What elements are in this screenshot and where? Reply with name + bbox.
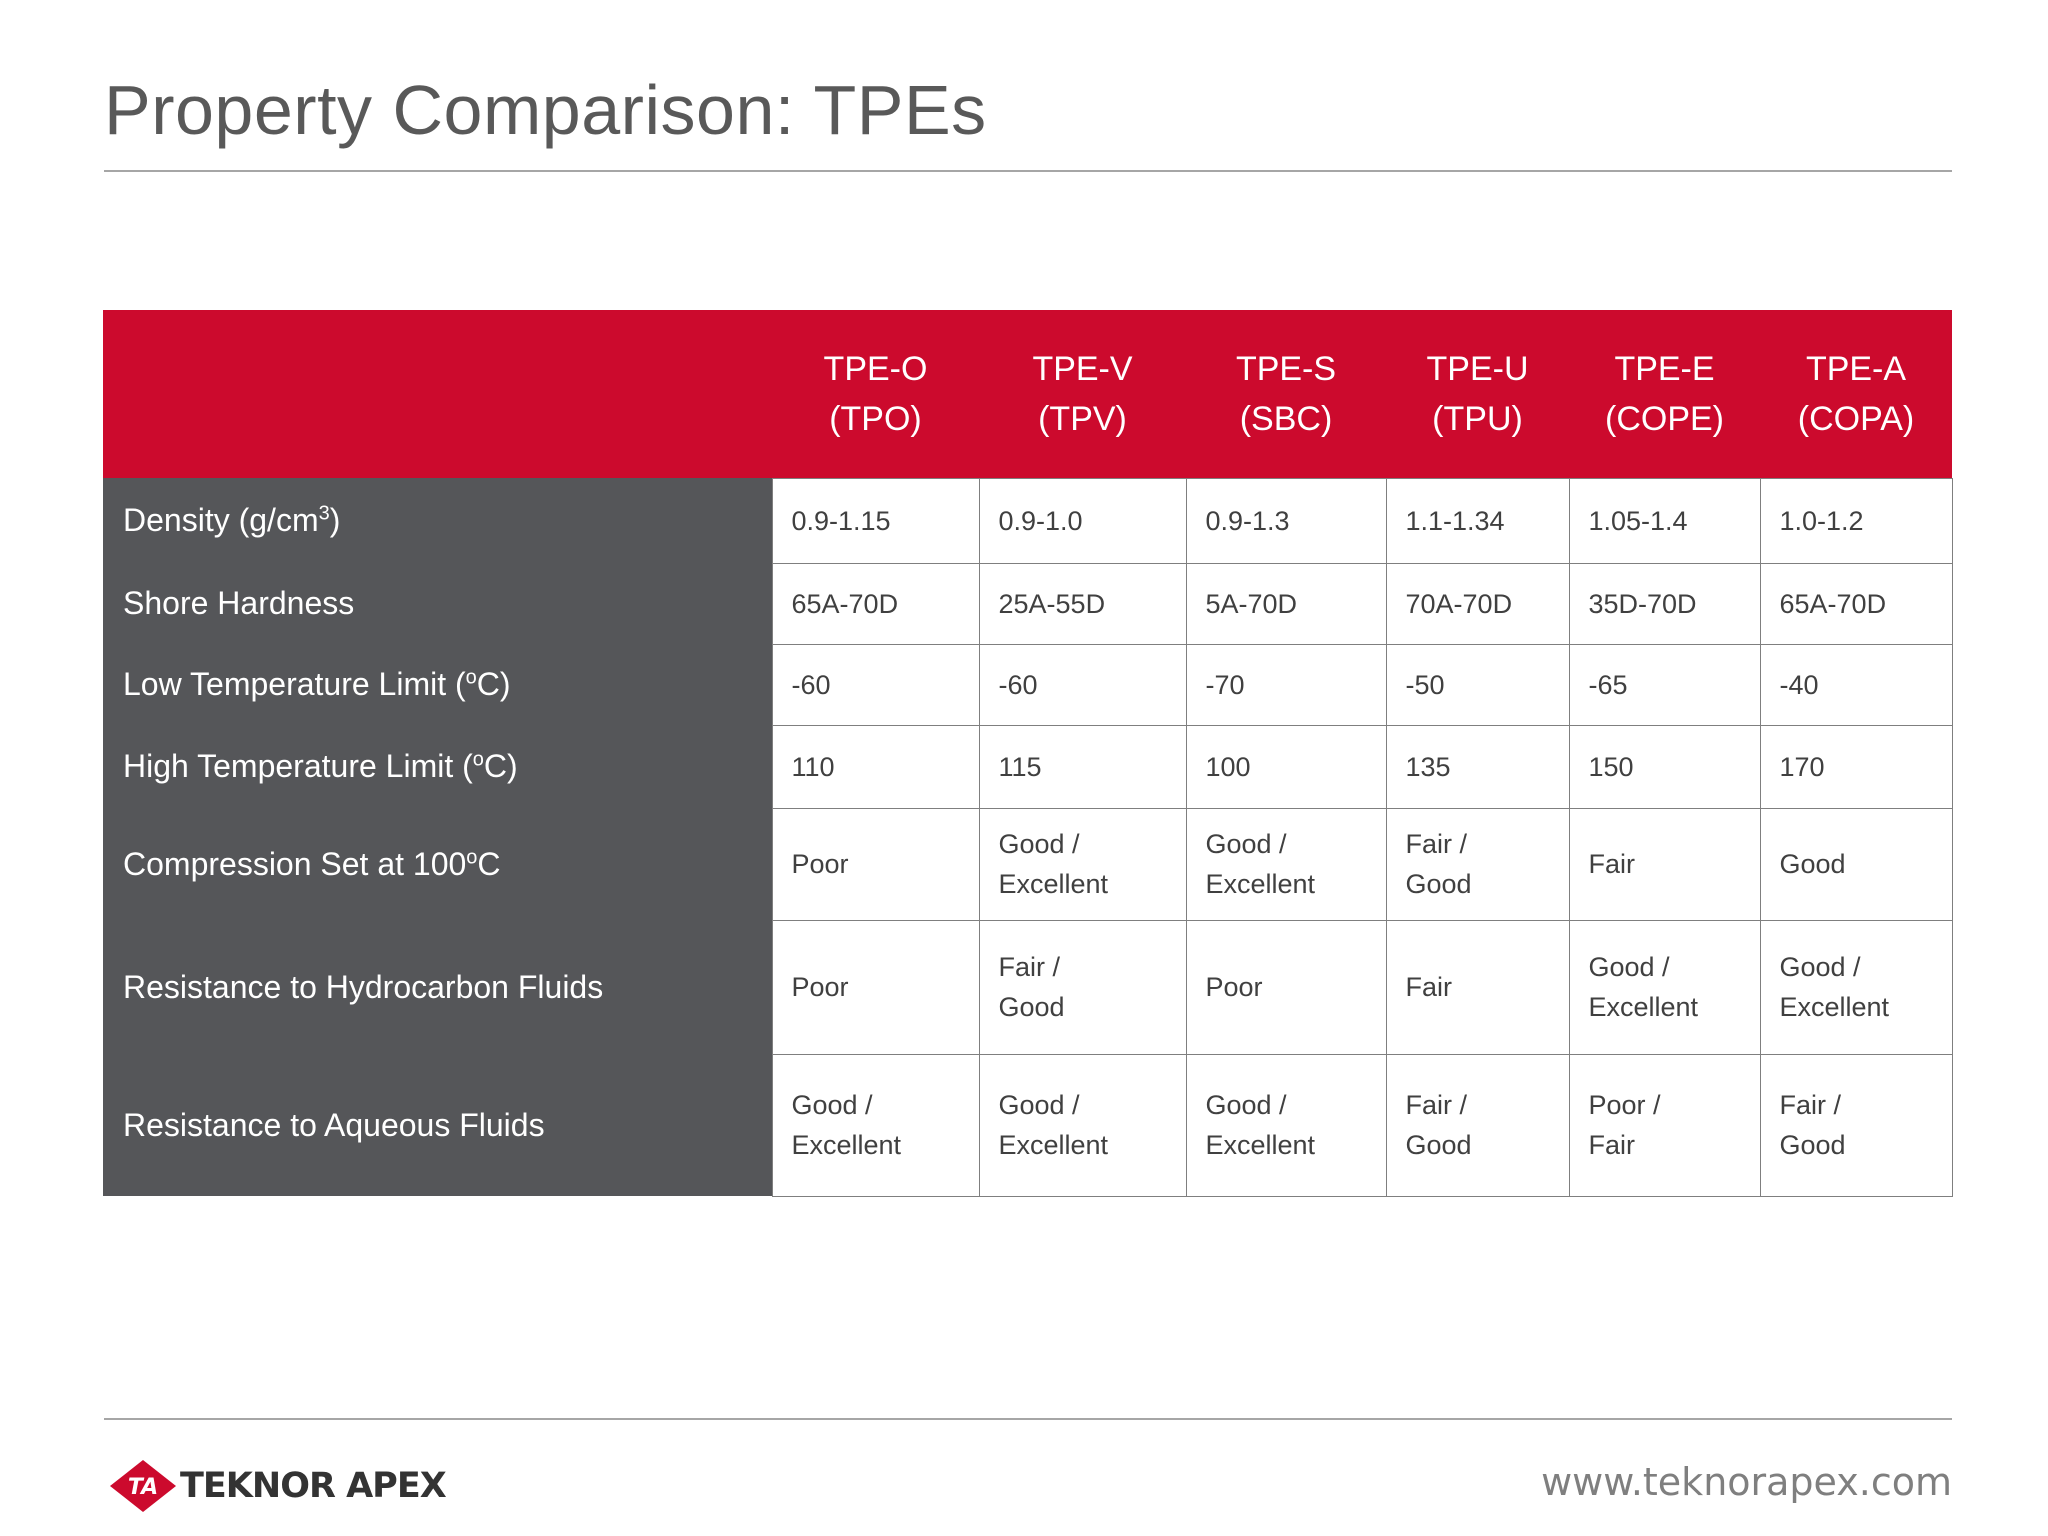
table-cell: Fair / Good — [978, 919, 1187, 1055]
row-label-density: Density (g/cm3) — [103, 478, 772, 563]
table-row: Shore Hardness 65A-70D 25A-55D 5A-70D 70… — [103, 562, 1953, 645]
logo-diamond-icon: TA — [110, 1460, 176, 1512]
table-cell: 35D-70D — [1568, 562, 1761, 645]
table-cell: 1.1-1.34 — [1385, 477, 1570, 564]
table-cell: 115 — [978, 724, 1187, 809]
table-cell: Good / Excellent — [1185, 1053, 1387, 1197]
table-cell: -40 — [1759, 643, 1953, 726]
row-label-shore-hardness: Shore Hardness — [103, 563, 772, 644]
column-header-tpe-a: TPE-A (COPA) — [1797, 349, 1915, 438]
table-row: Resistance to Hydrocarbon Fluids Poor Fa… — [103, 919, 1953, 1055]
table-cell: Fair / Good — [1385, 1053, 1570, 1197]
table-row: Compression Set at 100oC Poor Good / Exc… — [103, 807, 1953, 921]
table-cell: 110 — [771, 724, 980, 809]
table-cell: Poor / Fair — [1568, 1053, 1761, 1197]
page-title: Property Comparison: TPEs — [104, 71, 987, 149]
table-cell: 135 — [1385, 724, 1570, 809]
table-cell: -60 — [978, 643, 1187, 726]
table-cell: 150 — [1568, 724, 1761, 809]
table-header-row: TPE-O (TPO) TPE-V (TPV) TPE-S (SBC) TPE-U (T… — [103, 310, 1952, 478]
table-row: Density (g/cm3) 0.9-1.15 0.9-1.0 0.9-1.3… — [103, 477, 1953, 564]
table-cell: Good / Excellent — [978, 807, 1187, 921]
table-cell: -70 — [1185, 643, 1387, 726]
table-row: Low Temperature Limit (oC) -60 -60 -70 -… — [103, 643, 1953, 726]
table-cell: 25A-55D — [978, 562, 1187, 645]
table-cell: 1.0-1.2 — [1759, 477, 1953, 564]
table-cell: 0.9-1.15 — [771, 477, 980, 564]
table-cell: Fair — [1568, 807, 1761, 921]
title-divider — [104, 170, 1952, 172]
table-cell: Good / Excellent — [1185, 807, 1387, 921]
table-cell: Fair / Good — [1385, 807, 1570, 921]
comparison-table: TPE-O (TPO) TPE-V (TPV) TPE-S (SBC) TPE-U (T… — [103, 310, 1953, 1197]
logo-wordmark: TEKNOR APEX — [180, 1466, 447, 1506]
column-header-tpe-v: TPE-V (TPV) — [1032, 349, 1133, 438]
table-cell: 100 — [1185, 724, 1387, 809]
company-logo: TA TEKNOR APEX — [108, 1458, 447, 1514]
table-cell: -60 — [771, 643, 980, 726]
column-header-tpe-u: TPE-U (TPU) — [1426, 349, 1529, 438]
row-label-compression-set: Compression Set at 100oC — [103, 808, 772, 920]
table-cell: Good — [1759, 807, 1953, 921]
table-cell: Good / Excellent — [1568, 919, 1761, 1055]
table-cell: Good / Excellent — [771, 1053, 980, 1197]
column-header-tpe-s: TPE-S (SBC) — [1235, 349, 1337, 438]
table-cell: 0.9-1.3 — [1185, 477, 1387, 564]
table-cell: 170 — [1759, 724, 1953, 809]
table-cell: 0.9-1.0 — [978, 477, 1187, 564]
table-row: Resistance to Aqueous Fluids Good / Exce… — [103, 1053, 1953, 1197]
table-cell: 70A-70D — [1385, 562, 1570, 645]
table-cell: -50 — [1385, 643, 1570, 726]
footer-divider — [104, 1418, 1952, 1420]
table-cell: Fair — [1385, 919, 1570, 1055]
column-header-tpe-e: TPE-E (COPE) — [1605, 349, 1724, 438]
row-label-high-temperature-limit: High Temperature Limit (oC) — [103, 725, 772, 808]
row-label-low-temperature-limit: Low Temperature Limit (oC) — [103, 644, 772, 725]
table-cell: Fair / Good — [1759, 1053, 1953, 1197]
table-cell: Poor — [1185, 919, 1387, 1055]
column-header-tpe-o: TPE-O (TPO) — [823, 349, 928, 438]
table-cell: Good / Excellent — [1759, 919, 1953, 1055]
website-url: www.teknorapex.com — [1541, 1460, 1952, 1504]
table-cell: Good / Excellent — [978, 1053, 1187, 1197]
table-cell: Poor — [771, 919, 980, 1055]
table-cell: Poor — [771, 807, 980, 921]
table-cell: 5A-70D — [1185, 562, 1387, 645]
table-cell: -65 — [1568, 643, 1761, 726]
svg-text:TA: TA — [128, 1475, 158, 1500]
table-cell: 1.05-1.4 — [1568, 477, 1761, 564]
header-corner — [103, 310, 772, 478]
row-label-aqueous-resistance: Resistance to Aqueous Fluids — [103, 1054, 772, 1196]
table-row: High Temperature Limit (oC) 110 115 100 … — [103, 724, 1953, 809]
table-cell: 65A-70D — [1759, 562, 1953, 645]
row-label-hydrocarbon-resistance: Resistance to Hydrocarbon Fluids — [103, 920, 772, 1054]
table-cell: 65A-70D — [771, 562, 980, 645]
